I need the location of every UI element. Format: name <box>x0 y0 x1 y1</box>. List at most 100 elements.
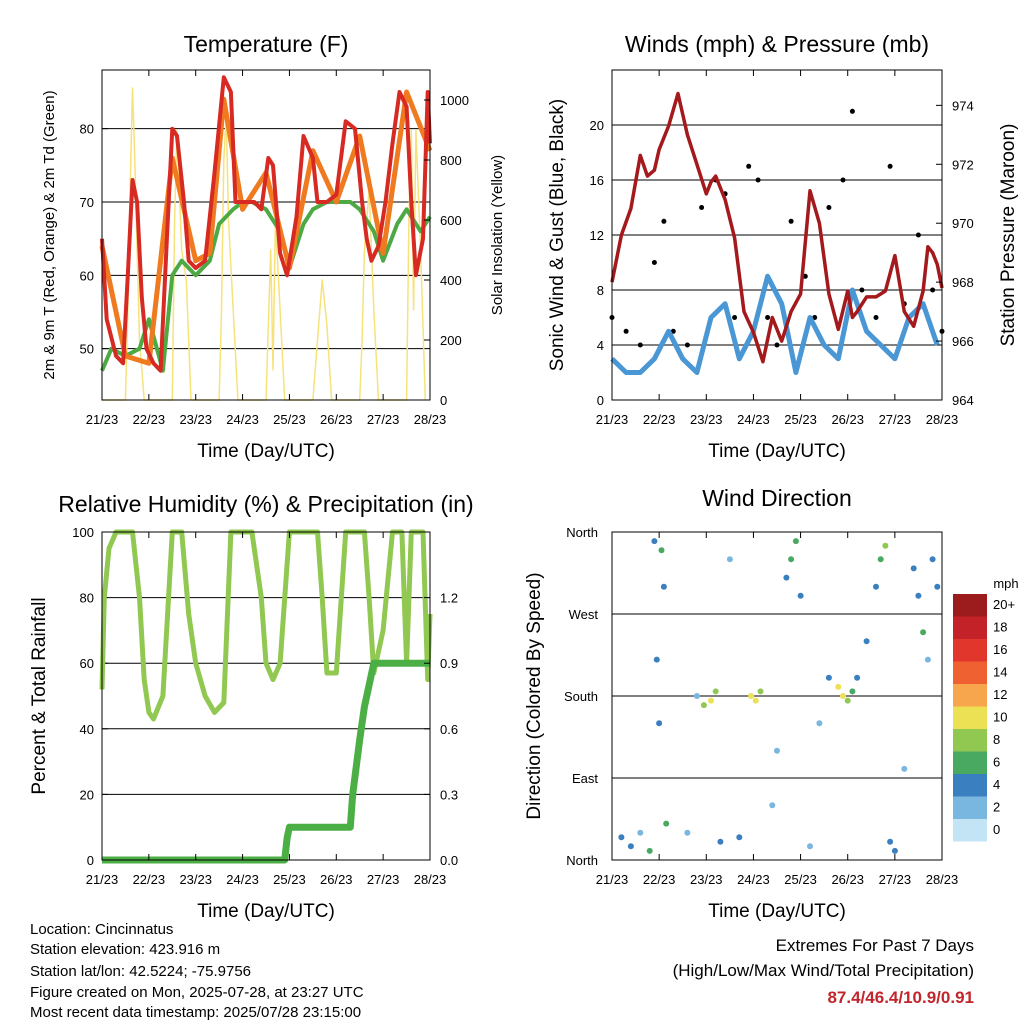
chart4-direction-point <box>658 547 665 554</box>
chart4-direction-point <box>920 629 927 636</box>
extremes-values: 87.4/46.4/10.9/0.91 <box>827 988 974 1007</box>
chart4-direction-point <box>792 538 799 545</box>
chart2-y2tick-label: 964 <box>952 393 974 408</box>
chart2-plot-frame <box>611 69 943 401</box>
chart4-direction-point <box>726 556 733 563</box>
chart4-direction-point <box>816 720 823 727</box>
chart2-gust-point <box>732 315 738 320</box>
info-recent: Most recent data timestamp: 2025/07/28 2… <box>30 1004 362 1021</box>
chart2-gust-point <box>930 287 936 293</box>
chart4-legend-label: 0 <box>993 822 1000 837</box>
chart4-legend-label: 2 <box>993 800 1000 815</box>
chart2-xtick-label: 25/23 <box>784 412 817 427</box>
chart2-xtick-label: 22/23 <box>643 412 676 427</box>
chart4-xtick-label: 23/23 <box>690 872 723 887</box>
chart1-xtick-label: 25/23 <box>273 412 306 427</box>
chart1-ylabel-right: Solar Insolation (Yellow) <box>489 155 506 315</box>
chart4-xtick-label: 22/23 <box>643 872 676 887</box>
chart1-xtick-label: 27/23 <box>367 412 400 427</box>
chart4-direction-point <box>934 583 941 590</box>
chart4-direction-point <box>700 702 707 709</box>
chart3-y2tick-label: 0.9 <box>440 656 458 671</box>
chart4-direction-point <box>887 838 894 845</box>
chart4-direction-point <box>788 556 795 563</box>
chart2-gust-point <box>826 205 832 210</box>
chart4-direction-point <box>891 847 898 854</box>
chart2-xlabel: Time (Day/UTC) <box>708 441 846 462</box>
info-latlon: Station lat/lon: 42.5224; -75.9756 <box>30 963 252 980</box>
chart2-gust-point <box>661 218 667 224</box>
chart4-title: Wind Direction <box>702 485 852 511</box>
chart4-legend-swatch <box>953 639 987 662</box>
chart4-ytick-label: West <box>569 607 599 622</box>
chart4-xtick-label: 27/23 <box>879 872 912 887</box>
chart1-ytick-label: 60 <box>80 268 94 283</box>
chart4-xtick-label: 24/23 <box>737 872 770 887</box>
chart4-ytick-label: South <box>564 689 598 704</box>
chart4-direction-point <box>769 802 776 809</box>
chart3-xtick-label: 22/23 <box>133 872 166 887</box>
chart2-xtick-label: 26/23 <box>831 412 864 427</box>
chart4-xtick-label: 28/23 <box>926 872 959 887</box>
chart2-gust-point <box>765 315 771 320</box>
chart2-xtick-label: 28/23 <box>926 412 959 427</box>
chart3-xtick-label: 21/23 <box>86 872 119 887</box>
chart3-y2tick-label: 0.3 <box>440 787 458 802</box>
chart4-direction-point <box>797 592 804 599</box>
chart2-xtick-label: 23/23 <box>690 412 723 427</box>
chart3-ytick-label: 20 <box>80 787 94 802</box>
chart3-rain-line <box>102 659 430 864</box>
chart1-y2tick-label: 800 <box>440 153 462 168</box>
chart4-direction-point <box>873 583 879 590</box>
chart4-direction-point <box>924 656 931 663</box>
chart2-y2tick-label: 972 <box>952 157 974 172</box>
chart2-gust-point <box>637 342 643 348</box>
chart4-direction-point <box>901 765 908 772</box>
chart4-direction-point <box>783 574 790 581</box>
chart4-direction-point <box>693 693 700 699</box>
chart2-ylabel-left: Sonic Wind & Gust (Blue, Black) <box>547 99 568 371</box>
chart4-direction-point <box>863 638 870 645</box>
chart4-direction-point <box>840 693 846 699</box>
chart4-direction-point <box>748 693 755 699</box>
chart4-legend-label: 20+ <box>993 597 1015 612</box>
chart2-gust-point <box>840 177 846 183</box>
chart3-ytick-label: 80 <box>80 591 94 606</box>
chart4-plot-frame <box>611 531 943 861</box>
chart4-legend-swatch <box>953 796 987 819</box>
chart4-xlabel: Time (Day/UTC) <box>708 901 846 922</box>
chart1-y2tick-label: 0 <box>440 393 447 408</box>
chart4-direction-point <box>854 674 861 681</box>
chart4-direction-point <box>825 674 832 681</box>
chart4-direction-point <box>929 556 936 563</box>
chart4-direction-point <box>910 565 917 572</box>
chart4-direction-point <box>752 697 759 704</box>
chart2-ytick-label: 20 <box>590 118 604 133</box>
chart2-gust-point <box>746 163 752 169</box>
chart3-ytick-label: 40 <box>80 722 94 737</box>
chart4-legend-label: 10 <box>993 710 1007 725</box>
chart4-legend-label: 8 <box>993 732 1000 747</box>
chart3-y2tick-label: 0.6 <box>440 722 458 737</box>
info-created: Figure created on Mon, 2025-07-28, at 23… <box>30 984 364 1001</box>
chart4-direction-point <box>708 697 714 704</box>
chart4-legend-swatch <box>953 594 987 617</box>
chart2-xtick-label: 24/23 <box>737 412 770 427</box>
chart3-y2tick-label: 1.2 <box>440 591 458 606</box>
chart4-direction-point <box>882 542 889 549</box>
chart2-ytick-label: 0 <box>597 393 604 408</box>
chart4-legend-label: 16 <box>993 642 1007 657</box>
chart2-pressure-line <box>610 91 944 364</box>
chart2-ylabel-right: Station Pressure (Maroon) <box>998 124 1019 347</box>
chart1-y2tick-label: 200 <box>440 333 462 348</box>
chart4-legend-label: 4 <box>993 777 1000 792</box>
chart2-y2tick-label: 970 <box>952 216 974 231</box>
chart4-direction-point <box>736 834 743 841</box>
chart3-title: Relative Humidity (%) & Precipitation (i… <box>58 491 473 517</box>
chart2-gust-point <box>699 205 705 210</box>
chart2-ytick-label: 4 <box>597 338 604 353</box>
chart2-gust-point <box>788 218 794 224</box>
chart4-direction-point <box>717 838 724 845</box>
chart4-legend-swatch <box>953 616 987 639</box>
